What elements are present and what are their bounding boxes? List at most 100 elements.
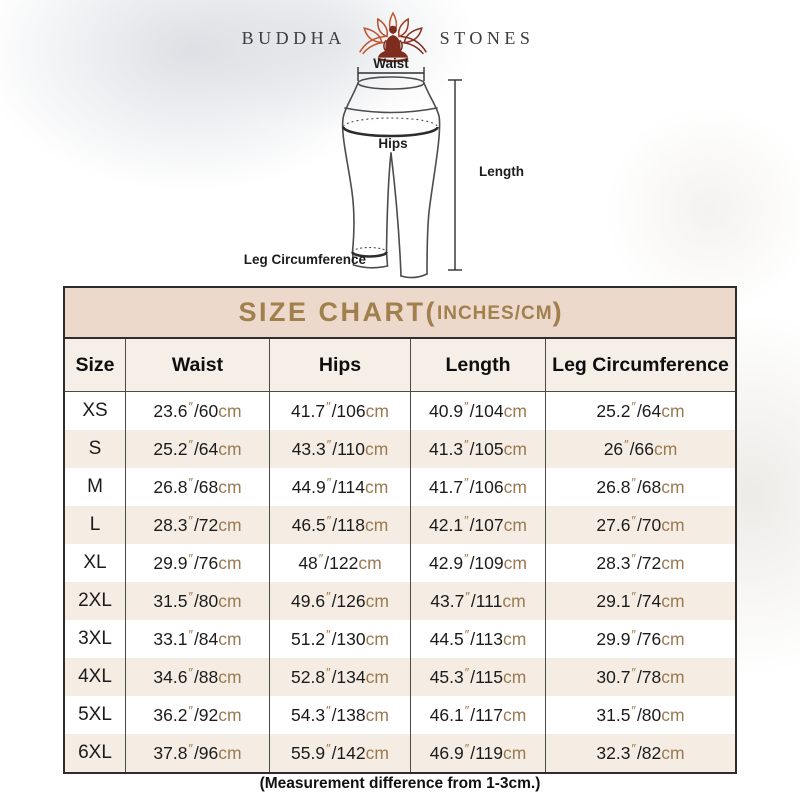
measurement-number: /88: [193, 666, 219, 687]
measurement-number: /104: [469, 400, 504, 421]
measurement-number: 49.6: [291, 590, 326, 611]
measurement-number: /72: [193, 514, 219, 535]
measurement-number: 48: [298, 552, 318, 573]
length-value-xl: 42.9 ″/109 cm: [410, 544, 545, 582]
leg-value-l: 27.6 ″/70 cm: [545, 506, 735, 544]
cm-unit: cm: [364, 438, 389, 459]
measurement-number: /114: [332, 476, 365, 497]
measurement-number: 32.3: [596, 742, 631, 763]
measurement-number: /117: [470, 704, 503, 725]
inch-mark: ″: [188, 666, 193, 680]
inch-mark: ″: [326, 704, 331, 718]
cm-unit: cm: [653, 438, 678, 459]
cm-unit: cm: [503, 400, 527, 421]
waist-value-5xl: 36.2 ″/92 cm: [125, 696, 269, 734]
cm-unit: cm: [661, 514, 685, 535]
measurement-number: /68: [636, 476, 662, 497]
inch-mark: ″: [326, 628, 331, 642]
cm-unit: cm: [661, 628, 685, 649]
column-header-waist: Waist: [125, 339, 269, 392]
measurement-number: 28.3: [596, 552, 631, 573]
inch-mark: ″: [326, 742, 331, 756]
measurement-number: 52.8: [291, 666, 326, 687]
measurement-number: 43.3: [291, 438, 326, 459]
inch-mark: ″: [188, 476, 193, 490]
measurement-number: /106: [469, 476, 504, 497]
cm-unit: cm: [218, 590, 242, 611]
cm-unit: cm: [365, 666, 389, 687]
measurement-number: /84: [193, 628, 219, 649]
size-grid: Size Waist Hips Length Leg Circumference XS 23…: [65, 339, 735, 772]
cm-unit: cm: [503, 552, 527, 573]
measurement-number: 44.5: [429, 628, 464, 649]
leg-value-3xl: 29.9 ″/76 cm: [545, 620, 735, 658]
size-label-5xl: 5XL: [65, 696, 125, 734]
leg-value-s: 26 ″/66 cm: [545, 430, 735, 468]
cm-unit: cm: [661, 666, 685, 687]
waist-value-4xl: 34.6 ″/88 cm: [125, 658, 269, 696]
inch-mark: ″: [464, 666, 470, 680]
measurement-number: 28.3: [153, 514, 188, 535]
length-value-l: 42.1 ″/107 cm: [410, 506, 545, 544]
length-value-5xl: 46.1 ″/117 cm: [410, 696, 545, 734]
waist-value-2xl: 31.5 ″/80 cm: [125, 582, 269, 620]
cm-unit: cm: [502, 628, 527, 649]
inch-mark: ″: [318, 552, 324, 566]
cm-unit: cm: [218, 552, 242, 573]
measurement-number: 26.8: [153, 476, 188, 497]
cm-unit: cm: [365, 704, 389, 725]
cm-unit: cm: [661, 476, 685, 497]
measurement-number: /111: [470, 590, 503, 611]
measurement-number: /134: [331, 666, 366, 687]
size-chart-table: SIZE CHART( INCHES/CM ) Size Waist Hips Len…: [63, 286, 737, 774]
cm-unit: cm: [503, 476, 527, 497]
measurement-number: /64: [636, 400, 662, 421]
waist-value-l: 28.3 ″/72 cm: [125, 506, 269, 544]
inch-mark: ″: [631, 514, 636, 528]
column-header-length: Length: [410, 339, 545, 392]
waist-value-6xl: 37.8 ″/96 cm: [125, 734, 269, 772]
inch-mark: ″: [464, 552, 469, 566]
measurement-number: 29.1: [596, 590, 631, 611]
measurement-number: /80: [193, 590, 219, 611]
hips-label: Hips: [378, 136, 407, 151]
inch-mark: ″: [631, 742, 636, 756]
measurement-number: 41.3: [429, 438, 464, 459]
measurement-number: 29.9: [596, 628, 631, 649]
measurement-note: (Measurement difference from 1-3cm.): [259, 775, 541, 792]
inch-mark: ″: [326, 666, 331, 680]
measurement-number: 46.5: [291, 514, 326, 535]
cm-unit: cm: [661, 400, 685, 421]
size-chart-title-unit: INCHES/CM: [436, 303, 553, 324]
inch-mark: ″: [464, 514, 469, 528]
leg-value-m: 26.8 ″/68 cm: [545, 468, 735, 506]
cm-unit: cm: [661, 742, 685, 763]
measurement-number: 36.2: [153, 704, 188, 725]
leg-circumference-label: Leg Circumference: [244, 252, 367, 267]
brand-word-left: BUDDHA: [241, 27, 346, 48]
cm-unit: cm: [365, 628, 389, 649]
hips-value-4xl: 52.8 ″/134 cm: [269, 658, 410, 696]
length-value-xs: 40.9 ″/104 cm: [410, 392, 545, 430]
size-label-xs: XS: [65, 392, 125, 430]
hips-value-xl: 48 ″/122 cm: [269, 544, 410, 582]
length-value-2xl: 43.7 ″/111 cm: [410, 582, 545, 620]
size-label-s: S: [65, 430, 125, 468]
inch-mark: ″: [326, 514, 332, 528]
cm-unit: cm: [364, 514, 389, 535]
length-label: Length: [479, 164, 524, 179]
lotus-meditation-icon: [358, 11, 427, 63]
waist-value-m: 26.8 ″/68 cm: [125, 468, 269, 506]
measurement-number: /92: [193, 704, 219, 725]
hips-value-xs: 41.7 ″/106 cm: [269, 392, 410, 430]
measurement-number: 25.2: [596, 400, 631, 421]
waist-label: Waist: [373, 56, 409, 71]
measurement-number: 30.7: [596, 666, 631, 687]
size-label-m: M: [65, 468, 125, 506]
measurement-number: /118: [332, 514, 365, 535]
cm-unit: cm: [502, 666, 527, 687]
measurement-number: /105: [469, 438, 504, 459]
size-chart-title: SIZE CHART(: [238, 297, 437, 327]
measurement-number: 46.1: [429, 704, 464, 725]
